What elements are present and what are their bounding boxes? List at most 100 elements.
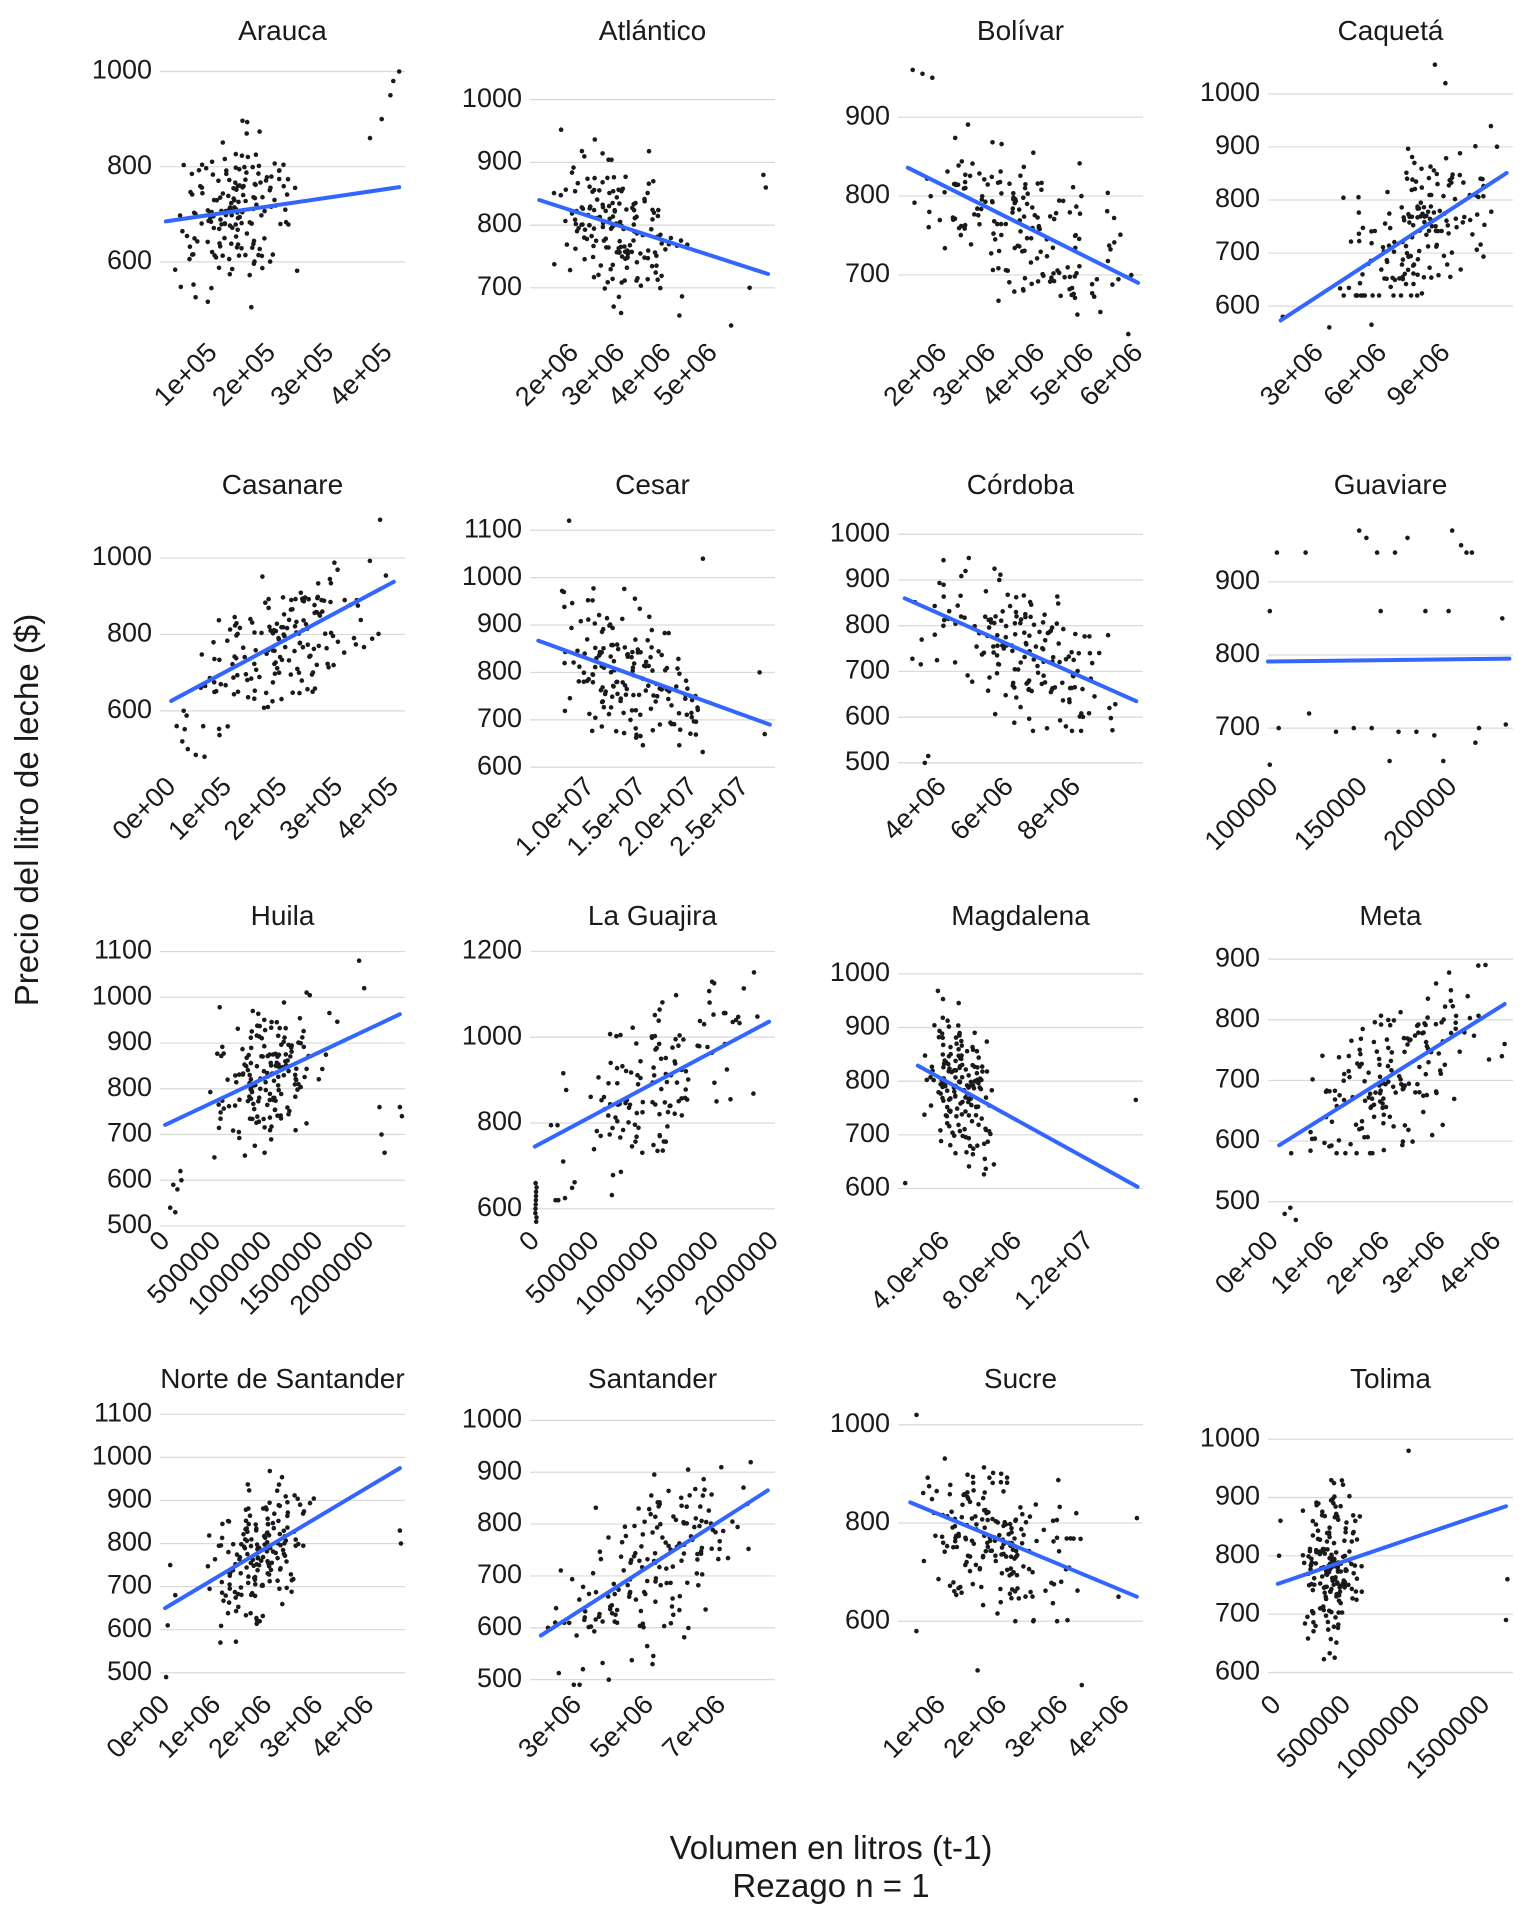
- data-point: [669, 703, 674, 708]
- data-point: [1048, 689, 1054, 695]
- data-point: [1354, 1150, 1359, 1156]
- data-point: [948, 1142, 953, 1148]
- data-point: [615, 1081, 620, 1086]
- data-point: [208, 1089, 213, 1095]
- x-tick-label: 1e+06: [1265, 1225, 1340, 1300]
- data-point: [673, 992, 679, 998]
- data-point: [267, 624, 272, 630]
- data-point: [1051, 216, 1057, 222]
- data-point: [173, 1592, 178, 1598]
- y-tick-label: 700: [477, 1559, 522, 1589]
- data-point: [974, 1070, 980, 1076]
- data-point: [977, 1566, 983, 1572]
- data-point: [986, 1129, 992, 1134]
- data-point: [642, 196, 647, 202]
- data-point: [1448, 274, 1453, 280]
- data-point: [649, 227, 654, 232]
- data-point: [1058, 1579, 1064, 1585]
- data-point: [613, 1612, 618, 1618]
- data-point: [218, 1640, 223, 1645]
- data-point: [277, 1567, 283, 1572]
- data-point: [582, 256, 587, 262]
- data-point: [989, 174, 995, 180]
- data-point: [1332, 1514, 1338, 1520]
- y-tick-label: 1000: [462, 83, 522, 113]
- data-point: [675, 666, 680, 671]
- data-point: [611, 1581, 617, 1587]
- data-point: [1056, 641, 1061, 646]
- data-point: [304, 1066, 309, 1072]
- data-point: [649, 263, 655, 269]
- data-point: [558, 1568, 564, 1573]
- data-point: [224, 171, 229, 177]
- data-point: [1098, 309, 1103, 315]
- data-point: [288, 672, 294, 677]
- data-point: [1339, 1610, 1345, 1615]
- data-point: [306, 596, 312, 602]
- data-point: [1448, 1030, 1454, 1036]
- data-point: [1417, 1064, 1422, 1070]
- y-tick-label: 600: [107, 694, 152, 724]
- data-point: [937, 580, 942, 586]
- data-point: [1446, 970, 1452, 975]
- data-point: [205, 299, 211, 305]
- data-point: [984, 1069, 990, 1074]
- data-point: [1030, 1594, 1035, 1599]
- data-point: [232, 614, 237, 620]
- regression-line: [163, 1466, 402, 1611]
- data-point: [257, 246, 263, 252]
- data-point: [1387, 758, 1392, 764]
- data-point: [268, 1025, 274, 1030]
- regression-line: [169, 579, 396, 703]
- data-point: [720, 1528, 726, 1534]
- data-point: [274, 1060, 280, 1066]
- data-point: [633, 735, 639, 740]
- data-point: [1012, 1536, 1017, 1541]
- data-point: [1054, 621, 1060, 626]
- data-point: [260, 194, 265, 200]
- data-point: [1014, 614, 1019, 619]
- x-tick-label: 8.0e+06: [936, 1225, 1027, 1316]
- data-point: [953, 1035, 959, 1040]
- data-point: [697, 1043, 702, 1049]
- data-point: [1325, 1547, 1330, 1552]
- data-point: [944, 1104, 950, 1110]
- data-point: [556, 1197, 561, 1203]
- data-point: [1332, 1097, 1338, 1102]
- data-point: [608, 1060, 613, 1066]
- data-point: [236, 1072, 242, 1077]
- data-point: [358, 617, 364, 623]
- data-point: [983, 1548, 989, 1554]
- data-point: [585, 176, 590, 182]
- data-point: [634, 1041, 639, 1046]
- data-point: [969, 1102, 974, 1108]
- data-point: [979, 1116, 984, 1121]
- data-point: [617, 238, 622, 244]
- data-point: [658, 285, 663, 291]
- data-point: [1022, 654, 1027, 660]
- data-point: [178, 1168, 183, 1174]
- x-tick-label: 2e+05: [206, 337, 281, 412]
- y-tick-label: 600: [107, 245, 152, 275]
- regression-line: [537, 198, 771, 277]
- data-point: [282, 1541, 287, 1546]
- data-point: [618, 310, 624, 316]
- data-point: [988, 1548, 993, 1554]
- data-point: [252, 1143, 258, 1149]
- data-point: [567, 695, 573, 701]
- data-point: [1400, 1142, 1405, 1148]
- data-point: [983, 199, 988, 204]
- data-point: [1082, 634, 1087, 639]
- data-point: [629, 1657, 635, 1663]
- data-point: [707, 1000, 712, 1005]
- data-point: [1377, 1062, 1382, 1068]
- data-point: [1034, 1538, 1039, 1544]
- data-point: [1357, 1514, 1363, 1519]
- data-point: [581, 670, 587, 675]
- data-point: [279, 1042, 284, 1048]
- y-tick-label: 700: [477, 271, 522, 301]
- data-point: [1400, 257, 1406, 262]
- data-point: [959, 1514, 965, 1520]
- data-point: [1391, 293, 1396, 298]
- x-tick-label: 2e+06: [938, 1689, 1013, 1764]
